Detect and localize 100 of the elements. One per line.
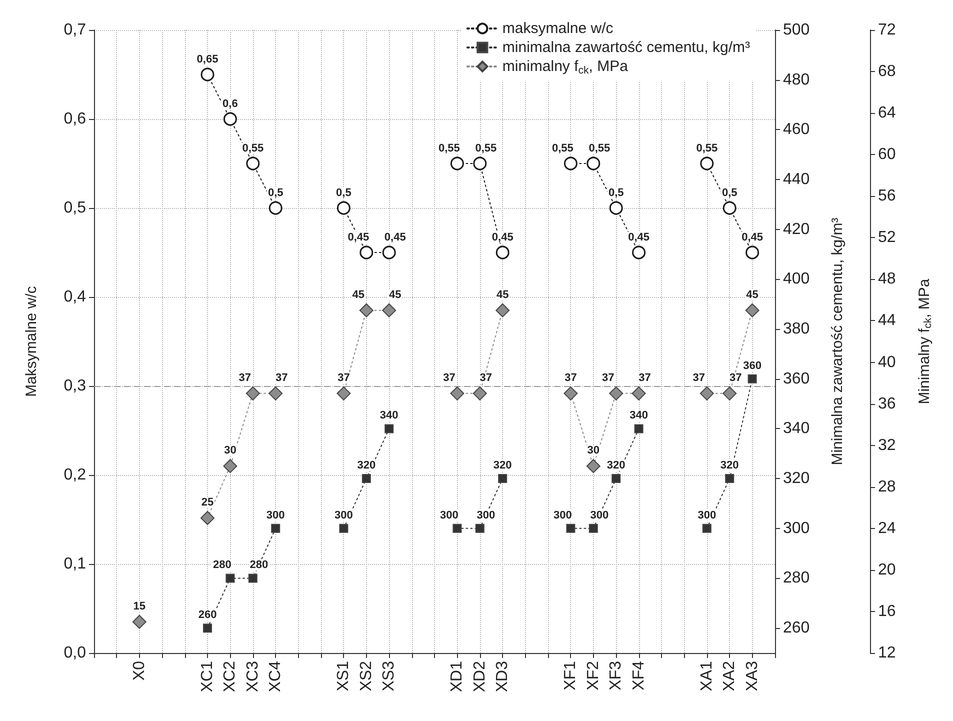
y2-tick-label: 280 xyxy=(783,570,810,587)
x-tick-label: XC1 xyxy=(199,660,216,692)
point xyxy=(360,246,374,260)
y-tick-label: 0,4 xyxy=(64,288,86,306)
y3-tick-label: 60 xyxy=(878,146,896,164)
x-tick-label: XD2 xyxy=(471,660,488,692)
point xyxy=(700,386,714,400)
data-label: 37 xyxy=(729,372,742,384)
data-label: 37 xyxy=(480,372,492,384)
data-label: 260 xyxy=(198,609,217,622)
y2-tick-label: 440 xyxy=(783,171,810,188)
data-label: 320 xyxy=(357,460,376,472)
data-label: 0,55 xyxy=(588,142,610,154)
x-tick-label: XF3 xyxy=(608,660,625,690)
legend-label: minimalna zawartość cementu, kg/m³ xyxy=(502,39,750,56)
x-tick-label: XS2 xyxy=(358,660,375,692)
data-label: 37 xyxy=(238,372,252,384)
data-label: 15 xyxy=(133,600,146,612)
y-tick-label: 0,3 xyxy=(64,378,86,394)
y2-tick-label: 460 xyxy=(783,121,810,138)
point xyxy=(450,156,464,170)
point xyxy=(475,524,484,533)
point xyxy=(226,574,235,583)
point xyxy=(748,374,757,384)
data-label: 37 xyxy=(275,372,288,384)
point xyxy=(384,424,394,434)
y3-tick-label: 64 xyxy=(878,104,896,122)
data-label: 37 xyxy=(338,372,350,384)
y3-tick-label: 48 xyxy=(878,270,896,288)
data-label: 320 xyxy=(720,460,739,472)
x-tick-label: XS3 xyxy=(380,660,398,692)
x-tick-label: XA1 xyxy=(698,660,716,692)
y2-tick-label: 360 xyxy=(783,370,810,388)
y3-tick-label: 36 xyxy=(878,395,896,412)
data-label: 0,55 xyxy=(242,142,264,154)
point xyxy=(336,201,350,215)
point xyxy=(268,386,283,400)
data-label: 37 xyxy=(692,372,706,384)
data-label: 0,5 xyxy=(608,186,624,199)
point xyxy=(634,424,644,434)
y3-tick-label: 72 xyxy=(878,22,896,38)
point xyxy=(132,614,146,629)
point xyxy=(612,474,621,484)
point xyxy=(382,246,396,260)
point xyxy=(359,303,374,318)
point xyxy=(632,386,646,400)
data-label: 0,55 xyxy=(475,142,497,154)
y-tick-label: 0,1 xyxy=(64,556,86,572)
y-tick-label: 0,6 xyxy=(64,110,86,128)
data-label: 300 xyxy=(476,509,496,522)
point xyxy=(223,459,238,474)
point xyxy=(246,386,260,400)
data-label: 360 xyxy=(743,360,762,372)
point xyxy=(700,156,714,170)
point xyxy=(609,386,624,400)
y3-tick-label: 32 xyxy=(878,436,896,454)
point xyxy=(722,201,736,215)
data-label: 0,65 xyxy=(196,53,218,66)
y-tick-label: 0,0 xyxy=(64,644,86,662)
point xyxy=(745,303,760,318)
data-label: 340 xyxy=(380,410,398,422)
x-tick-label: XS1 xyxy=(335,660,352,692)
point xyxy=(702,524,712,533)
point xyxy=(203,624,212,633)
y3-tick-label: 28 xyxy=(878,478,896,496)
y2-tick-label: 420 xyxy=(783,220,810,238)
data-label: 300 xyxy=(554,509,572,522)
data-label: 37 xyxy=(443,372,456,384)
data-label: 320 xyxy=(493,460,512,472)
point xyxy=(496,303,510,318)
data-label: 0,55 xyxy=(696,142,718,154)
data-label: 320 xyxy=(606,460,626,472)
point xyxy=(564,386,578,400)
data-label: 25 xyxy=(201,496,214,509)
y2-tick-label: 320 xyxy=(783,470,810,488)
y3-tick-label: 12 xyxy=(878,644,896,662)
point xyxy=(271,524,280,533)
data-label: 0,55 xyxy=(438,142,460,154)
x-tick-label: XF2 xyxy=(584,660,602,690)
data-label: 0,5 xyxy=(268,186,284,199)
point xyxy=(450,386,464,400)
y3-tick-label: 20 xyxy=(878,561,896,578)
point xyxy=(362,474,371,484)
point xyxy=(268,201,282,215)
x-tick-label: XD3 xyxy=(494,660,512,692)
data-label: 280 xyxy=(213,559,232,572)
y3-tick-label: 24 xyxy=(878,520,896,537)
point xyxy=(588,524,598,533)
data-label: 45 xyxy=(352,288,365,301)
point xyxy=(498,474,508,484)
legend-label: maksymalne w/c xyxy=(502,20,614,37)
x-tick-label: XD1 xyxy=(448,660,466,692)
x-tick-label: XC4 xyxy=(267,660,284,692)
point xyxy=(586,156,600,170)
y3-tick-label: 44 xyxy=(878,312,896,330)
data-label: 300 xyxy=(334,509,353,522)
data-label: 0,45 xyxy=(628,231,650,244)
y2-tick-label: 260 xyxy=(783,620,810,637)
data-label: 0,55 xyxy=(552,142,574,154)
data-label: 0,6 xyxy=(222,98,238,110)
